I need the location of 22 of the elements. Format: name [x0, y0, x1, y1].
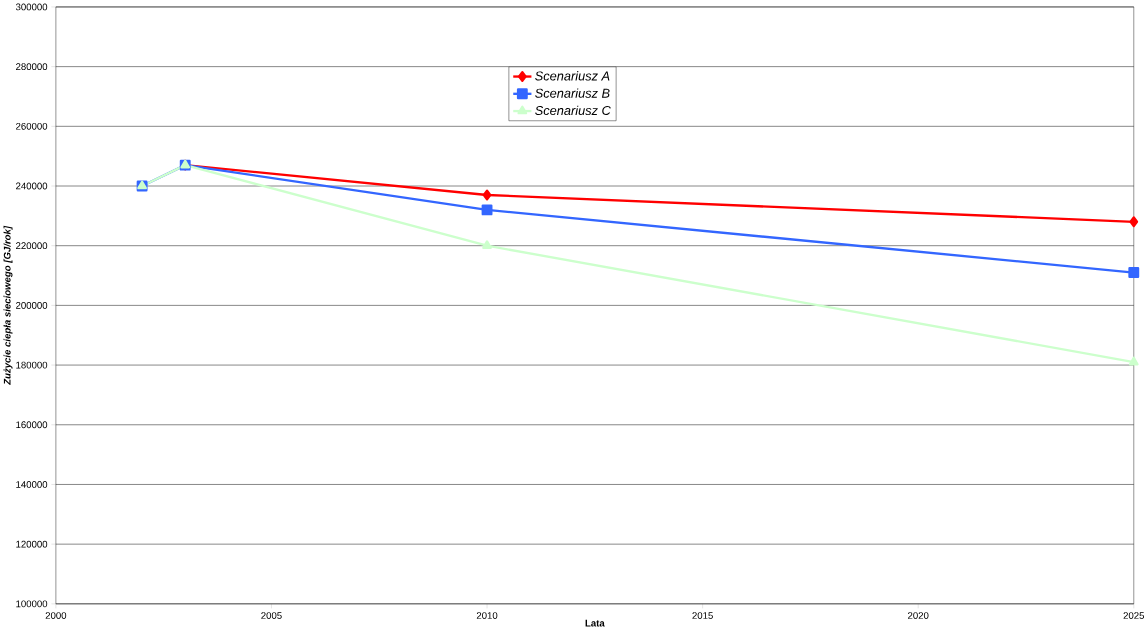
y-tick-label: 300000	[15, 3, 48, 11]
x-tick-label: 2000	[45, 612, 67, 619]
y-tick-label: 160000	[16, 421, 48, 429]
x-tick-label: 2015	[692, 612, 713, 619]
legend-label: Scenariusz C	[535, 105, 611, 115]
y-axis-title: Zużycie ciepła sieciowego [GJ/rok]	[3, 225, 13, 385]
y-tick-label: 120000	[16, 540, 48, 548]
x-tick-label: 2025	[1123, 612, 1145, 619]
y-tick-label: 220000	[16, 242, 48, 250]
legend-label: Scenariusz B	[535, 88, 610, 98]
y-tick-label: 280000	[16, 63, 48, 70]
x-axis-title: Lata	[585, 619, 605, 627]
x-tick-label: 2005	[261, 612, 282, 619]
x-tick-label: 2010	[476, 612, 498, 619]
y-tick-label: 260000	[16, 122, 48, 130]
y-tick-label: 100000	[16, 600, 48, 608]
y-tick-label: 180000	[16, 361, 48, 369]
y-tick-label: 140000	[16, 481, 48, 488]
legend-label: Scenariusz A	[535, 71, 610, 81]
x-tick-label: 2020	[908, 612, 929, 619]
y-tick-label: 200000	[16, 301, 48, 309]
y-tick-label: 240000	[16, 182, 48, 190]
